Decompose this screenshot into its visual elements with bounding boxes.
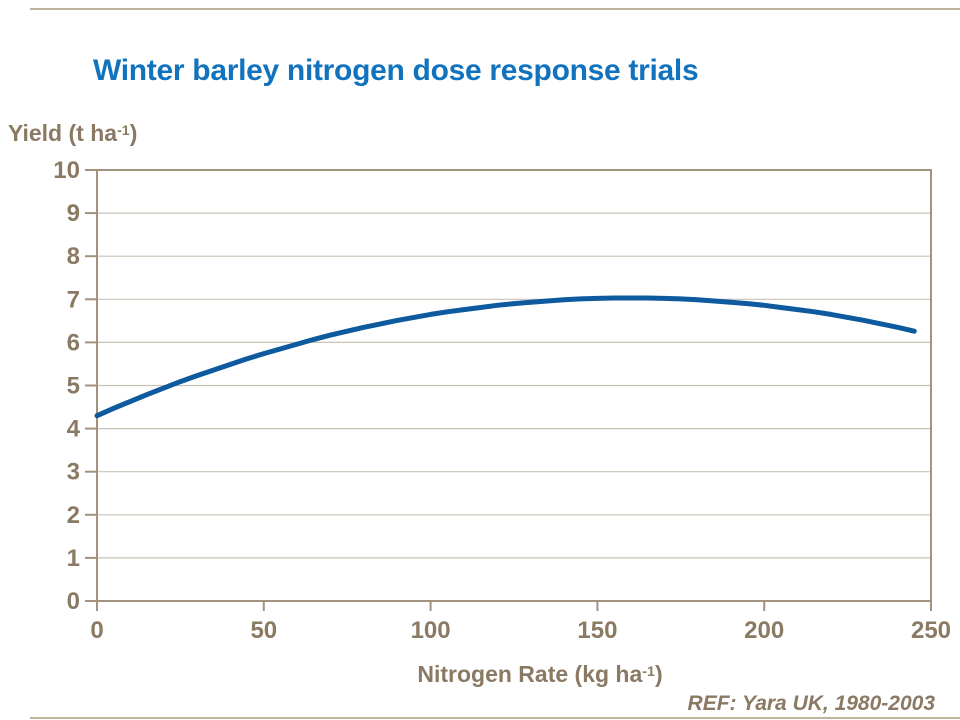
y-axis-title-superscript: -1 bbox=[117, 122, 130, 139]
y-tick-label: 6 bbox=[67, 329, 80, 356]
y-tick-label: 5 bbox=[67, 373, 80, 400]
reference-note: REF: Yara UK, 1980-2003 bbox=[687, 692, 935, 715]
y-tick-label: 10 bbox=[53, 157, 80, 184]
y-tick-label: 4 bbox=[67, 416, 81, 443]
x-axis-title-text: Nitrogen Rate (kg ha bbox=[417, 661, 643, 687]
y-axis-title: Yield (t ha-1) bbox=[8, 120, 137, 147]
y-tick-label: 9 bbox=[67, 200, 80, 227]
top-rule bbox=[30, 8, 960, 10]
y-tick-label: 0 bbox=[67, 588, 80, 615]
x-tick-label: 250 bbox=[911, 617, 951, 644]
x-axis-title: Nitrogen Rate (kg ha-1) bbox=[0, 661, 960, 688]
x-tick-label: 200 bbox=[744, 617, 784, 644]
x-tick-label: 0 bbox=[90, 617, 103, 644]
bottom-rule bbox=[30, 717, 960, 719]
x-tick-label: 50 bbox=[250, 617, 277, 644]
y-tick-label: 8 bbox=[67, 243, 80, 270]
x-axis-title-close: ) bbox=[654, 661, 663, 687]
y-tick-label: 1 bbox=[67, 545, 80, 572]
x-tick-label: 100 bbox=[411, 617, 451, 644]
y-tick-label: 3 bbox=[67, 459, 80, 486]
y-axis-title-close: ) bbox=[129, 120, 138, 146]
x-tick-label: 150 bbox=[577, 617, 617, 644]
y-axis-title-text: Yield (t ha bbox=[8, 120, 118, 146]
x-axis-title-superscript: -1 bbox=[642, 663, 655, 680]
y-tick-label: 2 bbox=[67, 502, 80, 529]
chart-title: Winter barley nitrogen dose response tri… bbox=[93, 54, 699, 87]
yield-response-curve bbox=[94, 295, 917, 419]
y-tick-label: 7 bbox=[67, 286, 80, 313]
